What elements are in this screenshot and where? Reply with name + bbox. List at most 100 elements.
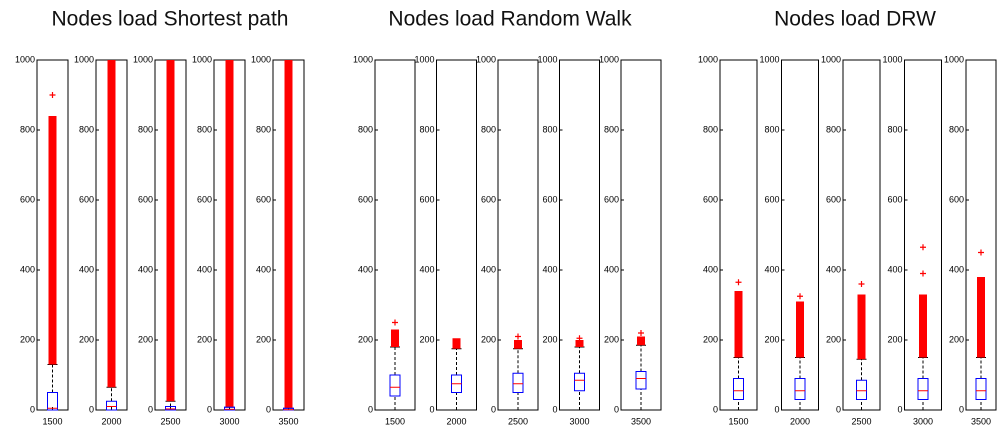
y-tick-label: 600	[703, 194, 718, 204]
y-tick-label: 600	[764, 194, 779, 204]
box	[917, 378, 929, 400]
y-tick-label: 1000	[698, 54, 718, 64]
x-tick-label: 3000	[913, 416, 933, 426]
chart-title: Nodes load Shortest path	[52, 8, 289, 31]
y-tick-label: 600	[826, 194, 841, 204]
box	[47, 392, 58, 411]
outlier-band	[514, 340, 522, 349]
outlier-band	[391, 329, 399, 347]
y-tick-label: 600	[887, 194, 902, 204]
outlier-band	[796, 301, 804, 358]
outlier-band	[857, 294, 866, 360]
y-tick-label: 0	[836, 404, 841, 414]
y-tick-label: 400	[826, 264, 841, 274]
x-tick-label: 1500	[385, 416, 405, 426]
y-tick-label: 400	[481, 264, 496, 274]
y-tick-label: 800	[887, 124, 902, 134]
outlier-band	[166, 60, 175, 402]
box	[635, 371, 647, 390]
y-tick-label: 200	[481, 334, 496, 344]
box	[856, 379, 867, 400]
y-tick-label: 600	[79, 194, 94, 204]
y-tick-label: 200	[949, 334, 964, 344]
outlier-band	[225, 60, 234, 408]
box	[512, 372, 524, 393]
y-tick-label: 200	[358, 334, 373, 344]
y-tick-label: 200	[419, 334, 434, 344]
y-tick-label: 200	[887, 334, 902, 344]
y-tick-label: 0	[30, 404, 35, 414]
box	[389, 374, 401, 397]
y-tick-label: 400	[197, 264, 212, 274]
y-tick-label: 1000	[821, 54, 841, 64]
y-tick-label: 200	[542, 334, 557, 344]
chart-title: Nodes load DRW	[774, 8, 936, 31]
y-tick-label: 1000	[944, 54, 964, 64]
y-tick-label: 0	[774, 404, 779, 414]
y-tick-label: 600	[419, 194, 434, 204]
x-tick-label: 1500	[728, 416, 748, 426]
y-tick-label: 600	[197, 194, 212, 204]
outlier-band	[284, 60, 293, 409]
y-tick-label: 1000	[599, 54, 619, 64]
y-tick-label: 0	[148, 404, 153, 414]
y-tick-label: 800	[256, 124, 271, 134]
x-tick-label: 1500	[42, 416, 62, 426]
y-tick-label: 0	[897, 404, 902, 414]
box	[106, 400, 117, 411]
box	[165, 406, 176, 411]
box	[574, 372, 585, 392]
y-tick-label: 200	[197, 334, 212, 344]
y-tick-label: 0	[552, 404, 557, 414]
y-tick-label: 200	[604, 334, 619, 344]
panel-frame	[620, 59, 662, 411]
x-tick-label: 3500	[278, 416, 298, 426]
y-tick-label: 0	[713, 404, 718, 414]
y-tick-label: 200	[703, 334, 718, 344]
outlier-band	[734, 291, 743, 358]
y-tick-label: 400	[604, 264, 619, 274]
y-tick-label: 200	[20, 334, 35, 344]
x-tick-label: 2000	[101, 416, 121, 426]
chart-title: Nodes load Random Walk	[388, 8, 632, 31]
y-tick-label: 800	[358, 124, 373, 134]
x-tick-label: 3500	[971, 416, 991, 426]
x-tick-label: 3500	[631, 416, 651, 426]
outlier	[638, 330, 644, 336]
outlier	[978, 249, 984, 256]
y-tick-label: 1000	[414, 54, 434, 64]
y-tick-label: 400	[703, 264, 718, 274]
y-tick-label: 400	[542, 264, 557, 274]
y-tick-label: 800	[138, 124, 153, 134]
outlier-band	[637, 336, 645, 346]
x-tick-label: 3000	[219, 416, 239, 426]
y-tick-label: 0	[89, 404, 94, 414]
x-tick-label: 2500	[851, 416, 871, 426]
box	[794, 378, 806, 400]
box	[733, 378, 744, 400]
outlier-band	[48, 116, 57, 365]
y-tick-label: 1000	[133, 54, 153, 64]
y-tick-label: 800	[79, 124, 94, 134]
y-tick-label: 800	[542, 124, 557, 134]
y-tick-label: 400	[138, 264, 153, 274]
x-tick-label: 3000	[569, 416, 589, 426]
y-tick-label: 200	[138, 334, 153, 344]
y-tick-label: 1000	[251, 54, 271, 64]
y-tick-label: 1000	[15, 54, 35, 64]
y-tick-label: 0	[429, 404, 434, 414]
y-tick-label: 400	[79, 264, 94, 274]
y-tick-label: 800	[197, 124, 212, 134]
y-tick-label: 1000	[74, 54, 94, 64]
y-tick-label: 800	[764, 124, 779, 134]
y-tick-label: 0	[614, 404, 619, 414]
outlier-band	[977, 277, 985, 358]
y-tick-label: 800	[949, 124, 964, 134]
x-tick-label: 2000	[790, 416, 810, 426]
y-tick-label: 400	[949, 264, 964, 274]
y-tick-label: 400	[419, 264, 434, 274]
outlier	[515, 333, 521, 340]
outlier-band	[575, 340, 584, 347]
y-tick-label: 600	[481, 194, 496, 204]
